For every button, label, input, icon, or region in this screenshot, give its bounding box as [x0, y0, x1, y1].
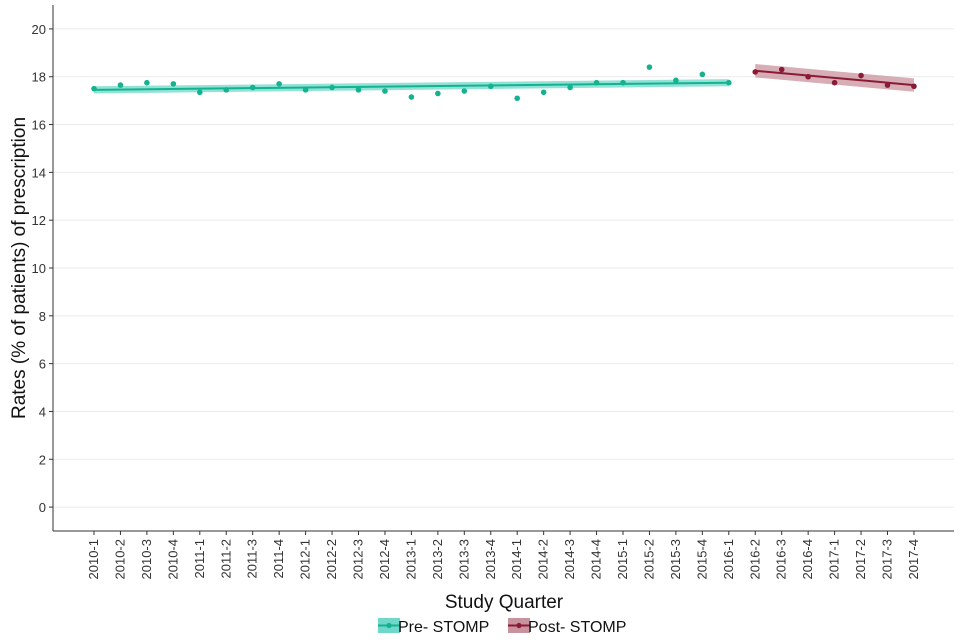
- data-point: [382, 88, 388, 94]
- x-tick-label: 2010-3: [139, 539, 154, 579]
- y-tick-label: 20: [32, 22, 46, 37]
- x-tick-label: 2011-4: [271, 539, 286, 579]
- data-point: [858, 72, 864, 79]
- data-point: [593, 79, 600, 86]
- x-tick-label: 2011-2: [218, 539, 233, 579]
- x-tick-label: 2013-1: [403, 539, 418, 579]
- x-tick-label: 2014-1: [509, 539, 524, 579]
- y-tick-label: 6: [39, 357, 46, 372]
- grid: [53, 28, 954, 508]
- x-tick-label: 2015-1: [615, 539, 630, 579]
- x-tick-label: 2013-3: [456, 539, 471, 579]
- y-tick-label: 16: [32, 118, 46, 133]
- legend-key-point: [386, 622, 392, 629]
- x-tick-label: 2016-1: [721, 539, 736, 579]
- data-point: [197, 89, 203, 96]
- x-tick-label: 2011-1: [192, 539, 207, 579]
- data-point: [435, 90, 441, 97]
- x-tick-label: 2016-2: [747, 539, 762, 579]
- data-point: [567, 84, 573, 91]
- data-point: [778, 66, 785, 73]
- x-tick-label: 2017-2: [853, 539, 868, 579]
- data-point: [461, 88, 468, 94]
- y-tick-label: 12: [32, 213, 46, 228]
- x-axis-title: Study Quarter: [445, 592, 564, 613]
- data-point: [699, 71, 706, 78]
- data-point: [673, 77, 679, 84]
- data-point: [514, 95, 520, 102]
- data-point: [884, 82, 891, 88]
- x-tick-label: 2012-4: [377, 539, 392, 579]
- legend-label: Pre- STOMP: [398, 619, 489, 636]
- data-point: [223, 87, 230, 93]
- x-tick-label: 2010-4: [165, 539, 180, 579]
- data-point: [408, 94, 415, 100]
- y-tick-label: 2: [39, 452, 46, 467]
- data-point: [620, 79, 626, 86]
- x-tick-label: 2017-4: [906, 539, 921, 579]
- y-axis-ticks: 0 2 4 6 8 10 12 14 16 18 20: [32, 22, 53, 515]
- data-point: [170, 81, 177, 87]
- legend: Pre- STOMP Post- STOMP: [378, 618, 626, 636]
- y-tick-label: 10: [32, 261, 46, 276]
- data-point: [144, 79, 150, 86]
- x-tick-label: 2015-3: [668, 539, 683, 579]
- data-point: [355, 87, 362, 93]
- legend-label: Post- STOMP: [528, 619, 626, 636]
- x-tick-label: 2014-3: [562, 539, 577, 579]
- x-tick-label: 2012-1: [298, 539, 313, 579]
- x-tick-label: 2012-3: [351, 539, 366, 579]
- y-axis-title: Rates (% of patients) of prescription: [9, 117, 30, 419]
- x-tick-label: 2010-1: [86, 539, 101, 579]
- data-point: [276, 81, 282, 87]
- x-tick-label: 2016-3: [774, 539, 789, 579]
- data-point: [302, 87, 309, 93]
- data-point: [646, 64, 653, 70]
- data-point: [805, 73, 811, 80]
- legend-item: Post- STOMP: [508, 618, 626, 636]
- x-tick-label: 2017-1: [827, 539, 842, 579]
- data-points: [91, 64, 917, 102]
- data-point: [752, 69, 759, 75]
- x-tick-label: 2015-2: [641, 539, 656, 579]
- y-tick-label: 0: [39, 500, 46, 515]
- y-tick-label: 14: [32, 165, 46, 180]
- data-point: [117, 82, 124, 88]
- data-point: [249, 84, 256, 91]
- data-point: [831, 79, 838, 86]
- x-tick-label: 2014-4: [589, 539, 604, 579]
- x-tick-label: 2014-2: [536, 539, 551, 579]
- y-tick-label: 8: [39, 309, 46, 324]
- x-axis-ticks: 2010-1 2010-2 2010-3 2010-4 2011-1 2011-2 2011…: [86, 531, 921, 579]
- x-tick-label: 2016-4: [800, 539, 815, 579]
- y-tick-label: 4: [39, 404, 46, 419]
- legend-key-point: [516, 622, 522, 629]
- data-point: [726, 79, 732, 86]
- x-tick-label: 2015-4: [694, 539, 709, 579]
- data-point: [91, 85, 97, 92]
- data-point: [911, 83, 917, 90]
- legend-item: Pre- STOMP: [378, 618, 489, 636]
- x-tick-label: 2013-2: [430, 539, 445, 579]
- x-tick-label: 2012-2: [324, 539, 339, 579]
- x-tick-label: 2010-2: [112, 539, 127, 579]
- data-point: [487, 83, 494, 90]
- data-point: [540, 89, 547, 96]
- y-tick-label: 18: [32, 70, 46, 85]
- x-tick-label: 2017-3: [880, 539, 895, 579]
- x-tick-label: 2011-3: [245, 539, 260, 579]
- data-point: [329, 84, 335, 91]
- x-tick-label: 2013-4: [483, 539, 498, 579]
